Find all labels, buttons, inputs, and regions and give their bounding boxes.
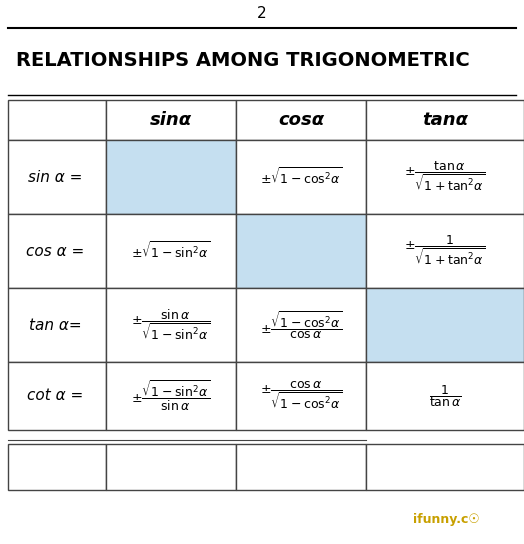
Bar [8,362,106,430]
Text: tanα: tanα [422,111,468,129]
Text: 2: 2 [257,7,267,22]
Text: cot α =: cot α = [27,388,83,404]
Bar [236,362,366,430]
Bar [106,214,236,288]
Bar [366,444,524,490]
Bar [366,288,524,362]
Text: $\pm\sqrt{1-\cos^2\!\alpha}$: $\pm\sqrt{1-\cos^2\!\alpha}$ [260,166,342,188]
Text: $\pm\dfrac{\sqrt{1-\cos^2\!\alpha}}{\cos\alpha}$: $\pm\dfrac{\sqrt{1-\cos^2\!\alpha}}{\cos… [260,309,342,341]
Bar [106,140,236,214]
Text: RELATIONSHIPS AMONG TRIGONOMETRIC: RELATIONSHIPS AMONG TRIGONOMETRIC [16,51,470,70]
Bar [8,444,106,490]
Text: sin α =: sin α = [28,170,82,184]
Bar [366,362,524,430]
Bar [106,288,236,362]
Text: $\pm\dfrac{1}{\sqrt{1+\tan^2\!\alpha}}$: $\pm\dfrac{1}{\sqrt{1+\tan^2\!\alpha}}$ [404,234,486,268]
Text: sinα: sinα [150,111,192,129]
Bar [106,362,236,430]
Bar [236,100,366,140]
Bar [106,100,236,140]
Text: $\pm\sqrt{1-\sin^2\!\alpha}$: $\pm\sqrt{1-\sin^2\!\alpha}$ [132,240,211,262]
Bar [8,100,106,140]
Bar [366,140,524,214]
Bar [236,140,366,214]
Bar [366,100,524,140]
Bar [236,288,366,362]
Bar [236,214,366,288]
Bar [236,444,366,490]
Text: $\pm\dfrac{\sqrt{1-\sin^2\!\alpha}}{\sin\alpha}$: $\pm\dfrac{\sqrt{1-\sin^2\!\alpha}}{\sin… [132,379,211,413]
Bar [8,214,106,288]
Bar [8,288,106,362]
Text: $\pm\dfrac{\tan\alpha}{\sqrt{1+\tan^2\!\alpha}}$: $\pm\dfrac{\tan\alpha}{\sqrt{1+\tan^2\!\… [404,160,486,194]
Text: cos α =: cos α = [26,244,84,258]
Bar [366,214,524,288]
Text: tan α=: tan α= [29,318,81,332]
Bar [8,140,106,214]
Text: ifunny.c☉: ifunny.c☉ [413,514,480,527]
Text: cosα: cosα [278,111,324,129]
Text: $\dfrac{1}{\tan\alpha}$: $\dfrac{1}{\tan\alpha}$ [429,383,461,409]
Bar [106,444,236,490]
Text: $\pm\dfrac{\cos\alpha}{\sqrt{1-\cos^2\!\alpha}}$: $\pm\dfrac{\cos\alpha}{\sqrt{1-\cos^2\!\… [260,380,342,412]
Text: $\pm\dfrac{\sin\alpha}{\sqrt{1-\sin^2\!\alpha}}$: $\pm\dfrac{\sin\alpha}{\sqrt{1-\sin^2\!\… [132,307,211,343]
